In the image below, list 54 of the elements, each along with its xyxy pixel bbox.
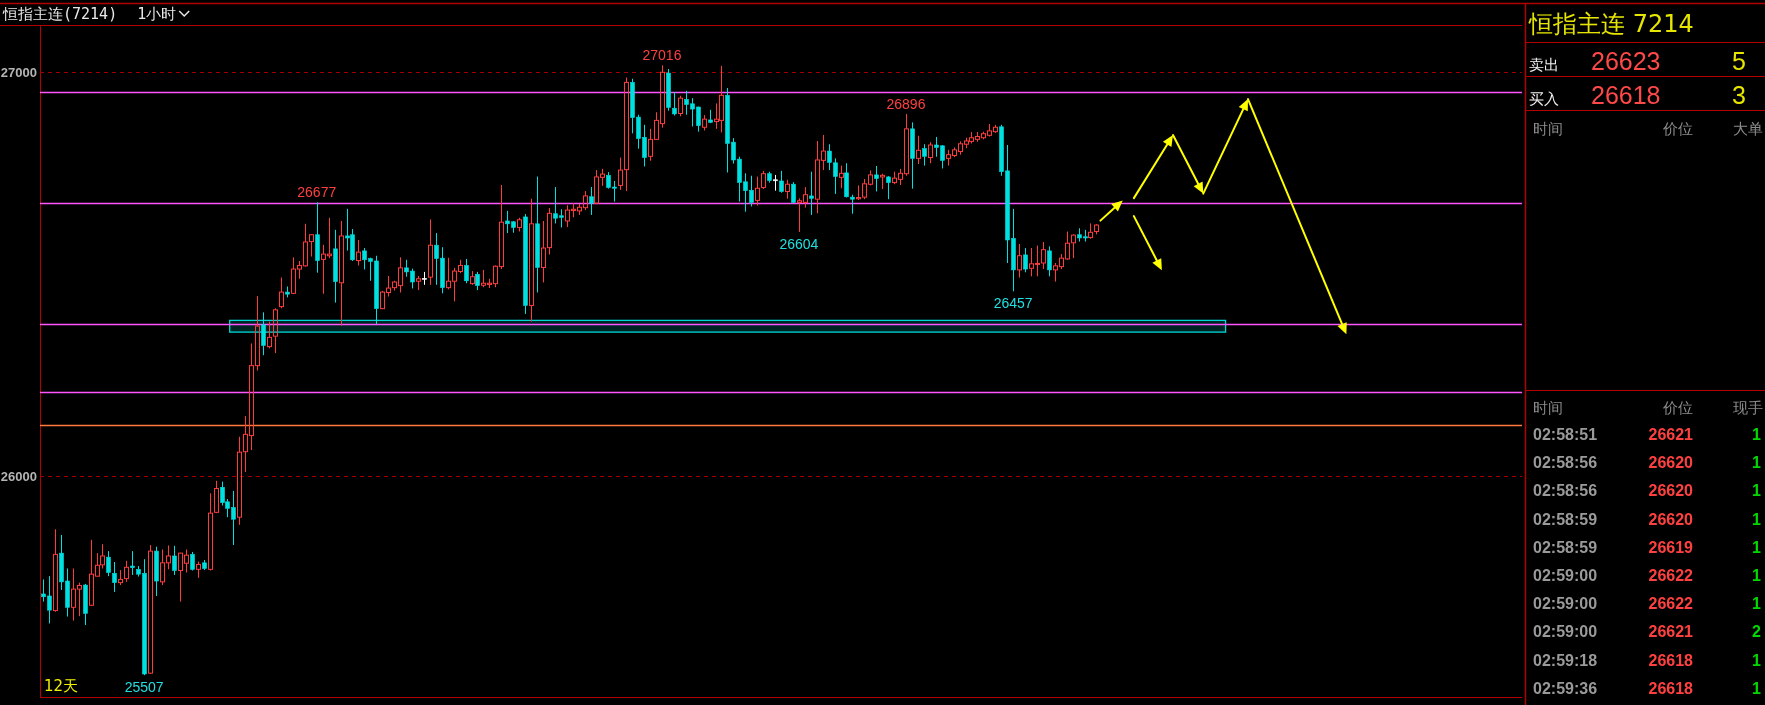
annotation: 26896 bbox=[886, 95, 926, 112]
text: 价位 bbox=[1662, 399, 1693, 417]
text: 卖出 bbox=[1529, 56, 1559, 74]
text: 26620 bbox=[1648, 510, 1694, 528]
text: 大单 bbox=[1733, 120, 1763, 138]
text: 2 bbox=[1752, 623, 1762, 641]
annotation: 12天 bbox=[44, 677, 79, 695]
text: 1 bbox=[1752, 595, 1762, 613]
text: 1 bbox=[1752, 651, 1762, 669]
y-tick-label: 26000 bbox=[0, 469, 37, 484]
text: 1 bbox=[1752, 679, 1762, 697]
text: 1 bbox=[1752, 510, 1762, 528]
annotation: 25507 bbox=[124, 679, 164, 696]
text: 02:58:59 bbox=[1533, 538, 1598, 556]
text: 26623 bbox=[1591, 47, 1661, 75]
annotation: 27016 bbox=[642, 47, 682, 64]
text: 价位 bbox=[1662, 120, 1693, 138]
y-tick-label: 27000 bbox=[0, 65, 37, 80]
text: 3 bbox=[1732, 81, 1746, 109]
text: 1 bbox=[1752, 426, 1762, 443]
text: 26618 bbox=[1648, 651, 1694, 669]
text: 02:58:51 bbox=[1533, 426, 1598, 443]
text: 1 bbox=[1752, 567, 1762, 584]
text: 26622 bbox=[1648, 595, 1694, 613]
text: 5 bbox=[1732, 47, 1746, 75]
text: 买入 bbox=[1529, 90, 1559, 108]
text: 1 bbox=[1752, 538, 1762, 556]
text: 02:59:00 bbox=[1533, 623, 1598, 641]
text: 时间 bbox=[1533, 399, 1563, 417]
chart-title: 恒指主连(7214) bbox=[2, 5, 118, 23]
annotation: 26604 bbox=[779, 235, 819, 252]
text: 02:59:36 bbox=[1533, 679, 1598, 697]
text: 02:59:18 bbox=[1533, 651, 1598, 669]
text: 26621 bbox=[1648, 623, 1694, 641]
annotation: 26677 bbox=[297, 184, 337, 201]
text: 恒指主连 7214 bbox=[1528, 10, 1694, 38]
text: 1 bbox=[1752, 482, 1762, 500]
text: 1 bbox=[1752, 454, 1762, 472]
text: 02:58:56 bbox=[1533, 454, 1598, 472]
chart-subtitle: 1小时 bbox=[137, 5, 177, 23]
text: 26618 bbox=[1591, 81, 1661, 109]
text: 02:59:00 bbox=[1533, 595, 1598, 613]
text: 26620 bbox=[1648, 482, 1694, 500]
text: 现手 bbox=[1733, 399, 1763, 417]
text: 26622 bbox=[1648, 567, 1694, 584]
text: 26620 bbox=[1648, 454, 1694, 472]
annotation: 26457 bbox=[993, 295, 1033, 312]
text: 02:58:59 bbox=[1533, 510, 1598, 528]
text: 26618 bbox=[1648, 679, 1694, 697]
text: 02:59:00 bbox=[1533, 567, 1598, 584]
text: 26621 bbox=[1648, 426, 1694, 443]
text: 26619 bbox=[1648, 538, 1694, 556]
text: 时间 bbox=[1533, 120, 1563, 138]
text: 02:58:56 bbox=[1533, 482, 1598, 500]
